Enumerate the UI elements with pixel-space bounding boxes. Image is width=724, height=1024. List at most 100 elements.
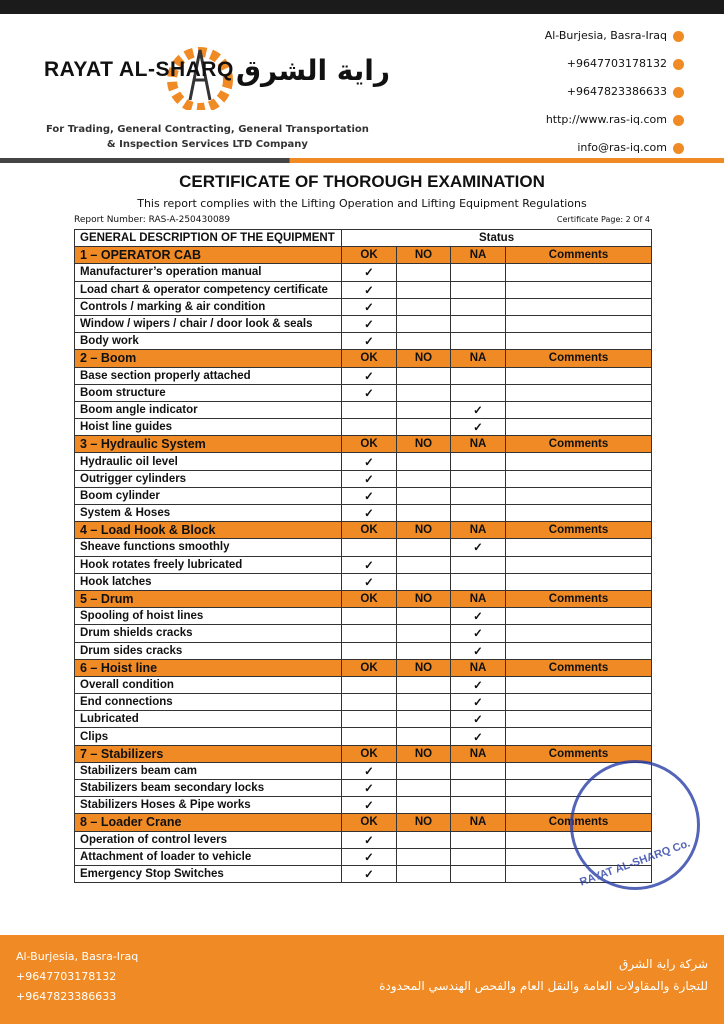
section-row: 8 – Loader Crane OK NO NA Comments xyxy=(74,813,653,832)
column-header: NA xyxy=(450,658,506,677)
section-title: 8 – Loader Crane xyxy=(74,813,342,832)
item-row: Sheave functions smoothly ✓ xyxy=(74,538,653,557)
section-row: 5 – Drum OK NO NA Comments xyxy=(74,589,653,609)
contact-icon xyxy=(673,86,684,98)
status-cell xyxy=(396,864,451,884)
status-cell: ✓ xyxy=(341,469,397,488)
item-label: System & Hoses xyxy=(74,503,342,523)
section-title: 3 – Hydraulic System xyxy=(74,435,342,454)
logo-gear xyxy=(167,47,233,110)
item-row: Stabilizers beam secondary locks ✓ xyxy=(74,778,653,798)
column-header: OK xyxy=(341,813,397,832)
status-cell xyxy=(450,555,506,574)
item-row: System & Hoses ✓ xyxy=(74,503,653,523)
column-header: NO xyxy=(396,589,451,609)
status-cell: ✓ xyxy=(450,641,506,660)
status-cell xyxy=(450,778,506,798)
footer-line: شركة راية الشرق xyxy=(619,957,708,971)
contact-text: +9647823386633 xyxy=(566,85,667,98)
column-header: Comments xyxy=(504,744,653,763)
status-cell xyxy=(450,280,506,299)
item-row: Lubricated ✓ xyxy=(74,710,653,729)
status-cell: ✓ xyxy=(341,796,397,815)
item-row: Load chart & operator competency certifi… xyxy=(74,280,653,299)
column-header: OK xyxy=(341,589,397,609)
item-label: End connections xyxy=(74,693,342,712)
contact-icon xyxy=(673,114,684,126)
column-header: OK xyxy=(341,435,397,454)
item-label: Controls / marking & air condition xyxy=(74,297,342,316)
status-cell xyxy=(396,383,451,402)
comment-cell xyxy=(504,555,653,574)
column-header: NO xyxy=(396,744,451,763)
section-title: 6 – Hoist line xyxy=(74,658,342,677)
status-cell xyxy=(396,469,451,488)
column-header: NO xyxy=(396,246,451,265)
comment-cell xyxy=(504,572,653,591)
comment-cell xyxy=(504,693,653,712)
status-cell: ✓ xyxy=(341,263,397,282)
item-label: Lubricated xyxy=(74,710,342,729)
item-row: Manufacturer’s operation manual ✓ xyxy=(74,263,653,282)
status-cell xyxy=(450,796,506,815)
section-title: 2 – Boom xyxy=(74,349,342,368)
status-cell xyxy=(450,572,506,591)
comment-cell xyxy=(504,383,653,402)
item-label: Hoist line guides xyxy=(74,418,342,437)
item-label: Base section properly attached xyxy=(74,366,342,385)
comment-cell xyxy=(504,332,653,351)
item-row: Clips ✓ xyxy=(74,727,653,746)
status-cell xyxy=(396,314,451,334)
section-row: 6 – Hoist line OK NO NA Comments xyxy=(74,658,653,677)
comment-cell xyxy=(504,400,653,420)
comment-cell xyxy=(504,263,653,282)
status-cell xyxy=(396,778,451,798)
comment-cell xyxy=(504,675,653,695)
status-cell: ✓ xyxy=(450,727,506,746)
contact-icon xyxy=(673,142,684,154)
item-label: Stabilizers Hoses & Pipe works xyxy=(74,796,342,815)
status-cell xyxy=(396,641,451,660)
status-cell xyxy=(341,418,397,437)
header-cell: GENERAL DESCRIPTION OF THE EQUIPMENT xyxy=(74,228,342,248)
status-cell: ✓ xyxy=(341,383,397,402)
column-header: OK xyxy=(341,521,397,540)
column-header: OK xyxy=(341,744,397,763)
status-cell: ✓ xyxy=(341,830,397,849)
status-cell: ✓ xyxy=(341,572,397,591)
footer-line: +9647823386633 xyxy=(16,990,117,1003)
comment-cell xyxy=(504,710,653,729)
status-cell xyxy=(396,297,451,316)
status-cell xyxy=(396,693,451,712)
status-cell xyxy=(396,366,451,385)
status-cell xyxy=(396,607,451,626)
comment-cell xyxy=(504,452,653,471)
item-row: Base section properly attached ✓ xyxy=(74,366,653,385)
status-cell xyxy=(341,538,397,557)
footer-left: Al-Burjesia, Basra-Iraq +9647703178132 +96… xyxy=(16,947,138,1007)
item-row: Boom cylinder ✓ xyxy=(74,486,653,506)
section-title: 4 – Load Hook & Block xyxy=(74,521,342,540)
column-header: Comments xyxy=(504,521,653,540)
examination-table: GENERAL DESCRIPTION OF THE EQUIPMENT Stat… xyxy=(74,228,653,884)
column-header: Comments xyxy=(504,246,653,265)
item-row: Controls / marking & air condition ✓ xyxy=(74,297,653,316)
item-label: Boom cylinder xyxy=(74,486,342,506)
status-cell: ✓ xyxy=(450,607,506,626)
status-cell xyxy=(396,796,451,815)
column-header: OK xyxy=(341,246,397,265)
status-cell: ✓ xyxy=(450,418,506,437)
status-cell: ✓ xyxy=(341,503,397,523)
footer: Al-Burjesia, Basra-Iraq +9647703178132 +96… xyxy=(0,935,724,1024)
item-row: Spooling of hoist lines ✓ xyxy=(74,607,653,626)
status-cell: ✓ xyxy=(341,366,397,385)
column-header: NO xyxy=(396,521,451,540)
status-cell xyxy=(450,297,506,316)
status-cell xyxy=(341,607,397,626)
tagline-line: & Inspection Services LTD Company xyxy=(106,139,308,150)
status-cell xyxy=(396,280,451,299)
item-label: Body work xyxy=(74,332,342,351)
item-label: Hook rotates freely lubricated xyxy=(74,555,342,574)
status-cell xyxy=(450,332,506,351)
